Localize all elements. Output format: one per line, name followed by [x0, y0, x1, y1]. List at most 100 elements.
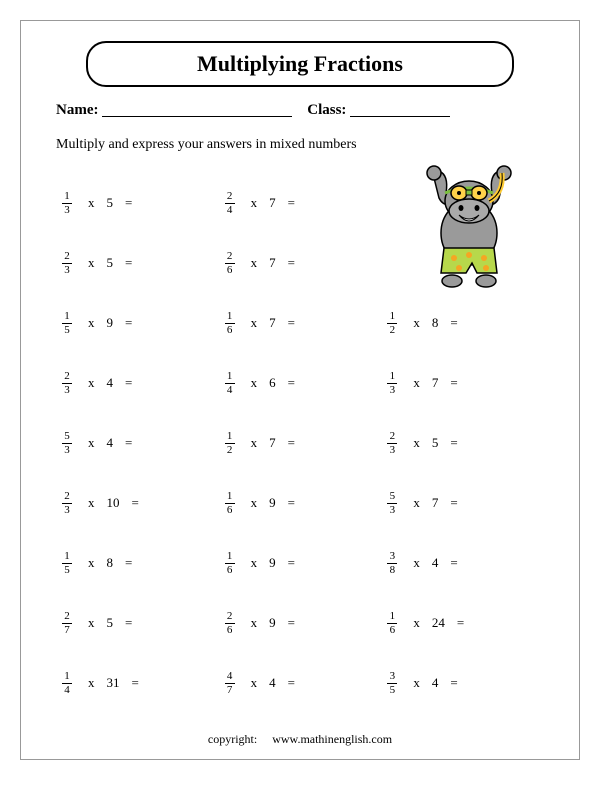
hippo-mascot-icon — [414, 163, 524, 288]
equals-sign: = — [125, 435, 132, 451]
fraction: 16 — [225, 551, 235, 576]
multiply-sign: x — [413, 315, 420, 331]
equals-sign: = — [288, 495, 295, 511]
numerator: 3 — [390, 671, 396, 683]
fraction: 27 — [62, 611, 72, 636]
whole-number: 5 — [432, 435, 439, 451]
equals-sign: = — [132, 675, 139, 691]
denominator: 4 — [227, 204, 233, 216]
numerator: 1 — [227, 371, 233, 383]
numerator: 2 — [64, 491, 70, 503]
problem-cell: 26x9= — [219, 611, 382, 636]
copyright-label: copyright: — [208, 732, 257, 746]
whole-number: 9 — [269, 555, 276, 571]
fraction: 14 — [225, 371, 235, 396]
numerator: 1 — [390, 371, 396, 383]
equals-sign: = — [288, 555, 295, 571]
fraction: 12 — [387, 311, 397, 336]
denominator: 2 — [227, 444, 233, 456]
class-blank[interactable] — [350, 116, 450, 117]
denominator: 4 — [64, 684, 70, 696]
equals-sign: = — [125, 255, 132, 271]
numerator: 2 — [227, 611, 233, 623]
fraction: 23 — [62, 251, 72, 276]
numerator: 1 — [390, 611, 396, 623]
problem-cell: 12x8= — [381, 311, 544, 336]
numerator: 1 — [227, 551, 233, 563]
whole-number: 4 — [107, 435, 114, 451]
problem-cell: 14x6= — [219, 371, 382, 396]
name-blank[interactable] — [102, 116, 292, 117]
whole-number: 9 — [107, 315, 114, 331]
whole-number: 24 — [432, 615, 445, 631]
numerator: 2 — [64, 251, 70, 263]
name-label: Name: — [56, 102, 98, 118]
problem-row: 23x4=14x6=13x7= — [56, 353, 544, 413]
numerator: 2 — [64, 611, 70, 623]
numerator: 2 — [227, 251, 233, 263]
numerator: 1 — [64, 551, 70, 563]
fraction: 53 — [387, 491, 397, 516]
problem-cell: 53x7= — [381, 491, 544, 516]
equals-sign: = — [450, 375, 457, 391]
problem-cell: 27x5= — [56, 611, 219, 636]
whole-number: 7 — [432, 495, 439, 511]
numerator: 1 — [227, 311, 233, 323]
multiply-sign: x — [413, 495, 420, 511]
equals-sign: = — [125, 315, 132, 331]
whole-number: 9 — [269, 495, 276, 511]
equals-sign: = — [288, 615, 295, 631]
fraction: 16 — [225, 311, 235, 336]
equals-sign: = — [125, 615, 132, 631]
problem-cell: 15x8= — [56, 551, 219, 576]
equals-sign: = — [450, 555, 457, 571]
multiply-sign: x — [251, 435, 258, 451]
multiply-sign: x — [88, 255, 95, 271]
problem-cell: 16x7= — [219, 311, 382, 336]
multiply-sign: x — [88, 195, 95, 211]
multiply-sign: x — [251, 495, 258, 511]
problem-cell: 15x9= — [56, 311, 219, 336]
fraction: 47 — [225, 671, 235, 696]
problem-row: 53x4=12x7=23x5= — [56, 413, 544, 473]
denominator: 8 — [390, 564, 396, 576]
whole-number: 8 — [107, 555, 114, 571]
problems-grid: 13x5=24x7=23x5=26x7=15x9=16x7=12x8=23x4=… — [56, 173, 544, 713]
problem-row: 15x9=16x7=12x8= — [56, 293, 544, 353]
problem-row: 23x10=16x9=53x7= — [56, 473, 544, 533]
whole-number: 4 — [432, 675, 439, 691]
whole-number: 4 — [107, 375, 114, 391]
problem-cell: 23x4= — [56, 371, 219, 396]
whole-number: 4 — [269, 675, 276, 691]
fraction: 15 — [62, 311, 72, 336]
denominator: 3 — [390, 444, 396, 456]
multiply-sign: x — [88, 555, 95, 571]
whole-number: 7 — [269, 195, 276, 211]
multiply-sign: x — [88, 675, 95, 691]
problem-cell: 14x31= — [56, 671, 219, 696]
denominator: 6 — [227, 624, 233, 636]
equals-sign: = — [288, 255, 295, 271]
denominator: 7 — [64, 624, 70, 636]
equals-sign: = — [125, 195, 132, 211]
whole-number: 4 — [432, 555, 439, 571]
fraction: 38 — [387, 551, 397, 576]
denominator: 3 — [64, 204, 70, 216]
multiply-sign: x — [251, 675, 258, 691]
whole-number: 31 — [107, 675, 120, 691]
fraction: 53 — [62, 431, 72, 456]
denominator: 3 — [64, 444, 70, 456]
fraction: 16 — [387, 611, 397, 636]
whole-number: 10 — [107, 495, 120, 511]
fraction: 23 — [387, 431, 397, 456]
numerator: 4 — [227, 671, 233, 683]
whole-number: 7 — [269, 255, 276, 271]
fraction: 26 — [225, 251, 235, 276]
copyright-site: www.mathinenglish.com — [272, 732, 392, 746]
multiply-sign: x — [88, 375, 95, 391]
whole-number: 8 — [432, 315, 439, 331]
multiply-sign: x — [251, 255, 258, 271]
denominator: 5 — [390, 684, 396, 696]
equals-sign: = — [450, 675, 457, 691]
whole-number: 7 — [269, 315, 276, 331]
